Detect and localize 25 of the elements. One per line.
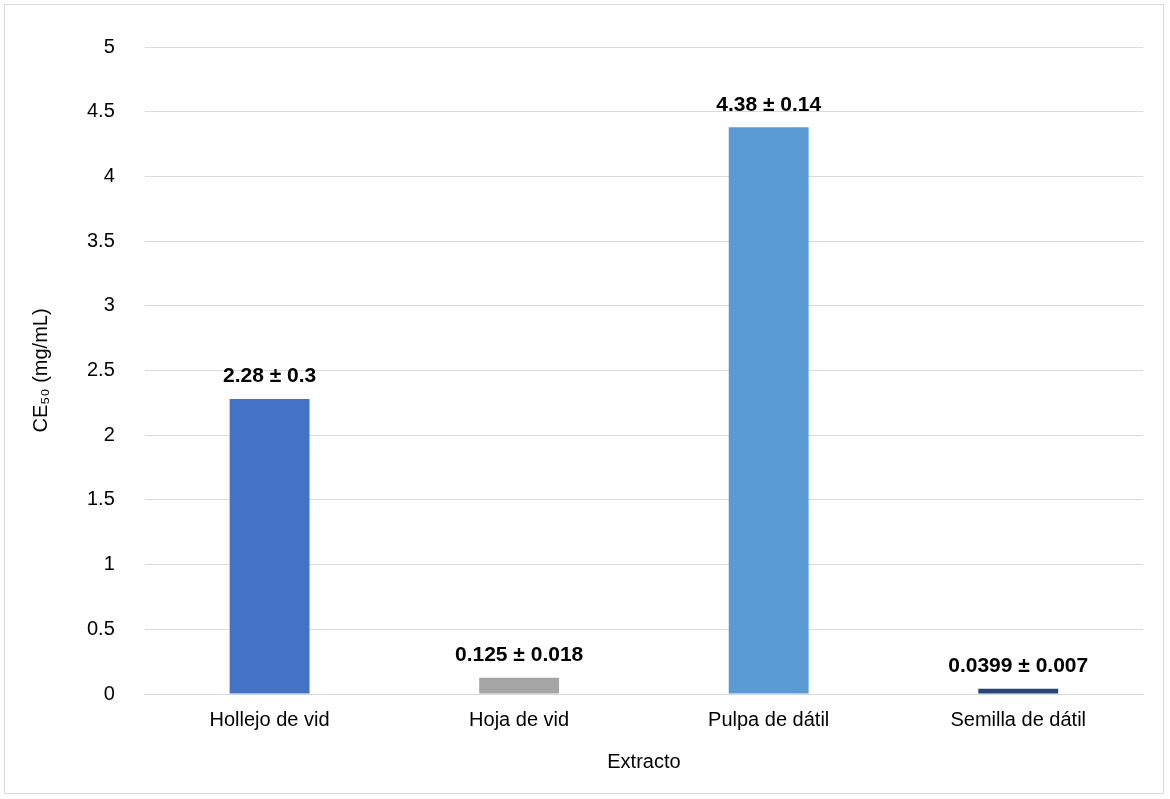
y-tick-label: 4 bbox=[103, 163, 115, 186]
x-tick-label: Hoja de vid bbox=[469, 707, 570, 730]
bar bbox=[978, 688, 1059, 694]
bar bbox=[479, 677, 560, 694]
y-tick-label: 3 bbox=[103, 293, 115, 316]
x-tick-label: Pulpa de dátil bbox=[708, 707, 830, 730]
y-tick-label: 0 bbox=[103, 681, 115, 704]
bar bbox=[229, 398, 310, 694]
y-tick-label: 2.5 bbox=[86, 358, 115, 381]
bar bbox=[728, 127, 809, 694]
x-axis-title: Extracto bbox=[607, 749, 681, 772]
data-label: 2.28 ± 0.3 bbox=[222, 363, 317, 387]
y-axis-title: CE₅₀ (mg/mL) bbox=[28, 308, 51, 433]
data-label: 4.38 ± 0.14 bbox=[716, 91, 822, 115]
y-tick-label: 0.5 bbox=[86, 616, 115, 639]
y-tick-label: 4.5 bbox=[86, 99, 115, 122]
y-tick-label: 1 bbox=[103, 552, 115, 575]
x-tick-label: Semilla de dátil bbox=[950, 707, 1087, 730]
data-label: 0.125 ± 0.018 bbox=[454, 642, 584, 666]
y-tick-label: 3.5 bbox=[86, 228, 115, 251]
data-label: 0.0399 ± 0.007 bbox=[948, 653, 1089, 677]
x-tick-label: Hollejo de vid bbox=[209, 707, 330, 730]
y-tick-label: 2 bbox=[103, 422, 115, 445]
y-tick-label: 5 bbox=[103, 34, 115, 57]
y-tick-label: 1.5 bbox=[86, 487, 115, 510]
